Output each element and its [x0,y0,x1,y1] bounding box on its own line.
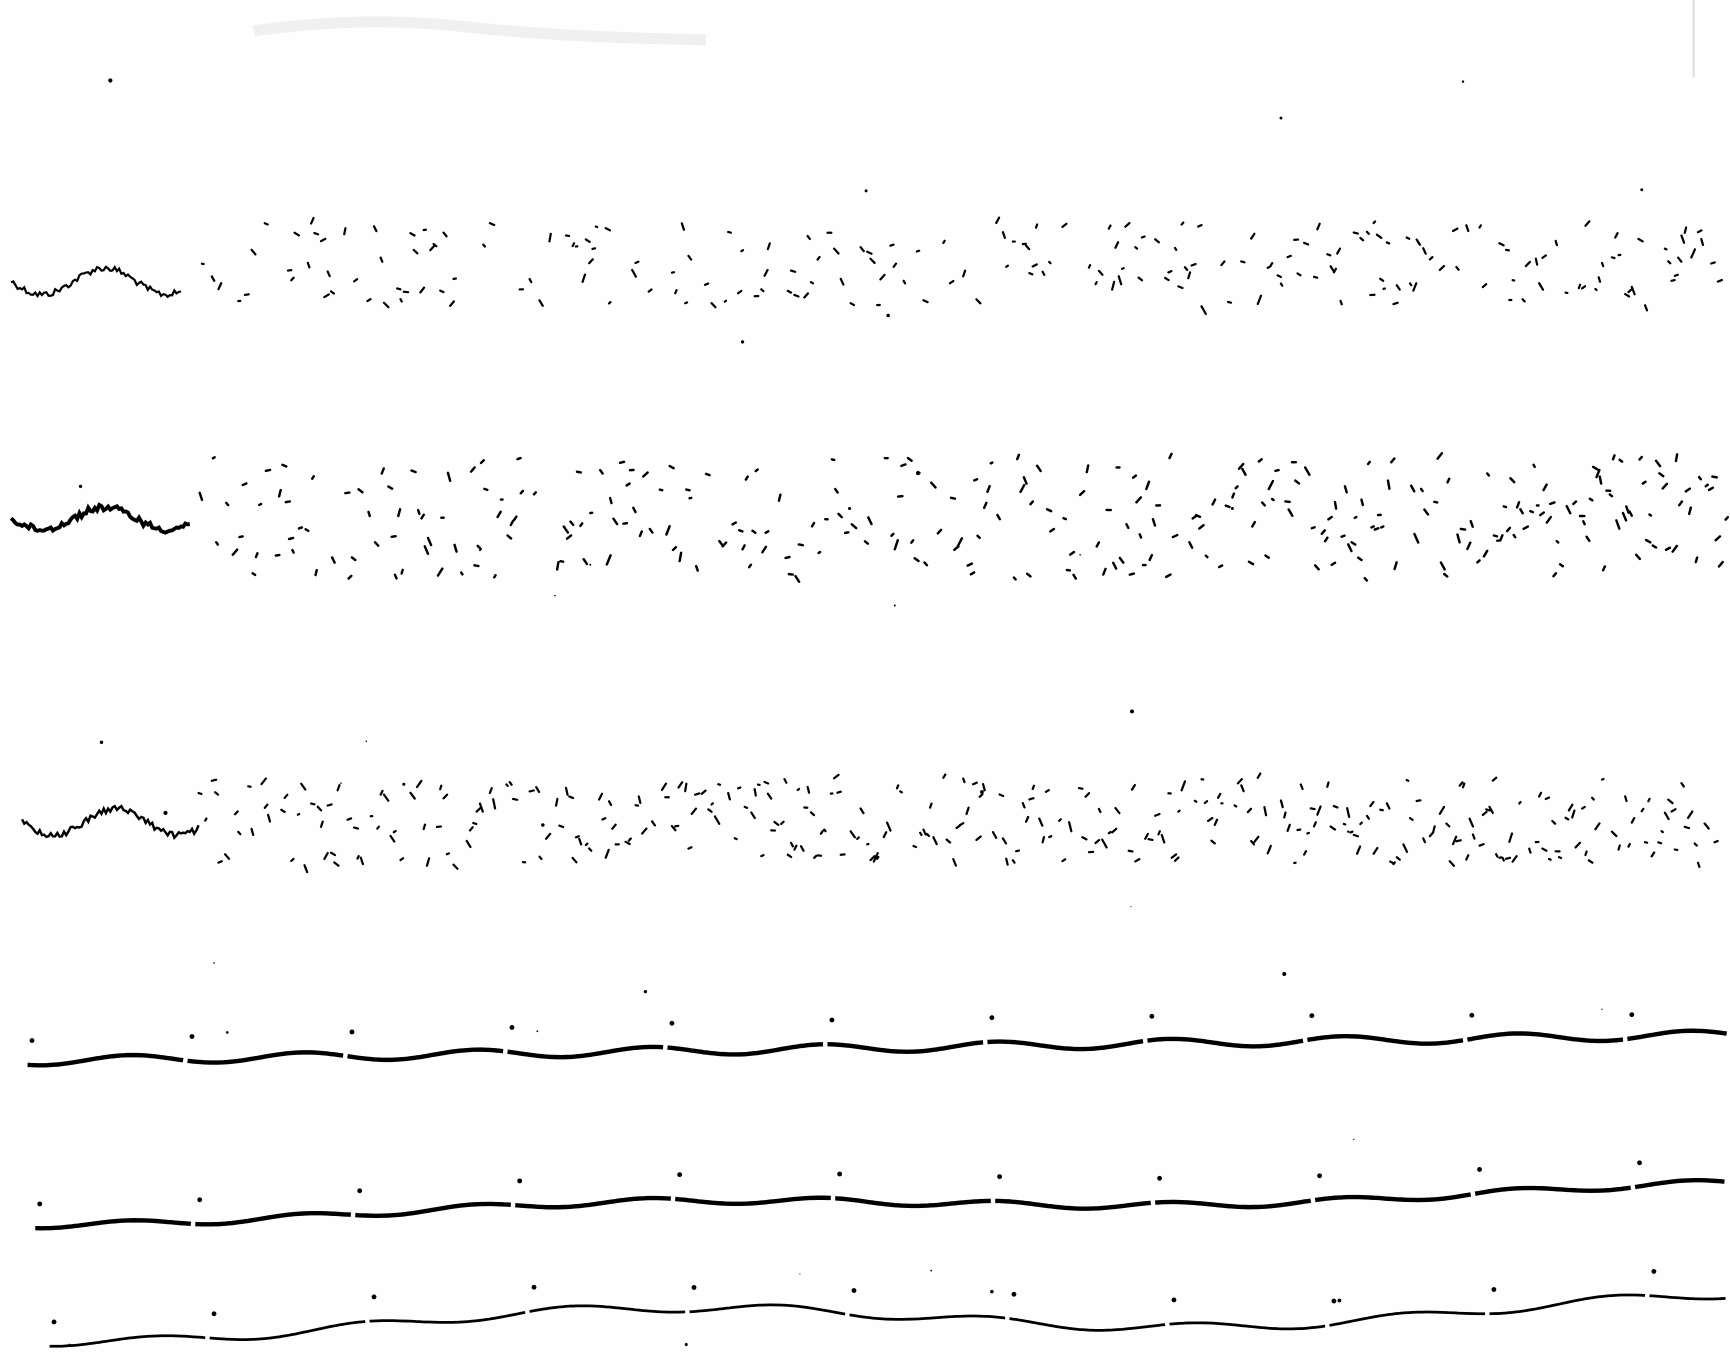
speck [894,605,896,607]
timing-dot [1629,1012,1634,1017]
timing-dot [669,1021,674,1026]
speck [1079,554,1081,556]
timing-dot [989,1015,994,1020]
timing-dot [190,1034,195,1039]
speck [1231,507,1234,510]
speck [554,595,556,597]
timing-dot [1172,1297,1177,1302]
timing-dot [37,1201,42,1206]
timing-dot [1331,1299,1336,1304]
speck [541,823,545,827]
speck [455,1322,457,1324]
speck [1280,117,1283,120]
speck [402,783,405,786]
speck [100,741,103,744]
speck [1601,1009,1602,1010]
speck [886,314,890,318]
timing-dot [1157,1176,1162,1181]
speck [980,790,984,794]
speck [930,1270,932,1272]
timing-dot [30,1038,35,1043]
timing-dot [52,1320,57,1325]
timing-dot [1469,1013,1474,1018]
timing-dot [1317,1173,1322,1178]
speck [536,1030,538,1032]
timing-dot [1637,1160,1642,1165]
timing-dot [1491,1287,1496,1292]
speck [108,78,112,82]
timing-dot [692,1285,697,1290]
timing-dot [212,1311,217,1316]
speck [799,1273,800,1274]
timing-dot [837,1172,842,1177]
timing-dot [852,1288,857,1293]
speck [340,782,342,784]
speck [1347,830,1349,832]
timing-dot [1012,1292,1017,1297]
speck [479,550,481,552]
speck [1130,709,1134,713]
speck [213,962,215,964]
speck [1130,906,1131,907]
speck [990,1290,994,1294]
speck [916,471,920,475]
timing-dot [372,1295,377,1300]
timing-dot [357,1188,362,1193]
speck [1282,972,1286,976]
timing-dot [1651,1269,1656,1274]
timing-dot [1309,1013,1314,1018]
speck [865,189,868,192]
speck [366,740,368,742]
speck [163,811,167,815]
speck [69,1344,71,1346]
speck [226,1031,229,1034]
timing-dot [532,1285,537,1290]
timing-dot [829,1018,834,1023]
timing-dot [997,1174,1002,1179]
timing-dot [350,1030,355,1035]
timing-dot [1477,1167,1482,1172]
speck [1353,1139,1354,1140]
timing-dot [677,1172,682,1177]
speck [79,485,82,488]
timing-dot [510,1025,515,1030]
speck [685,1343,688,1346]
timing-dot [1149,1014,1154,1019]
speck [589,564,591,566]
timing-dot [517,1178,522,1183]
speck [644,990,647,993]
timing-dot [197,1197,202,1202]
speck [741,340,744,343]
speck [1338,1299,1342,1303]
speck [1462,80,1464,82]
speck [848,507,851,510]
speck [1640,188,1643,191]
